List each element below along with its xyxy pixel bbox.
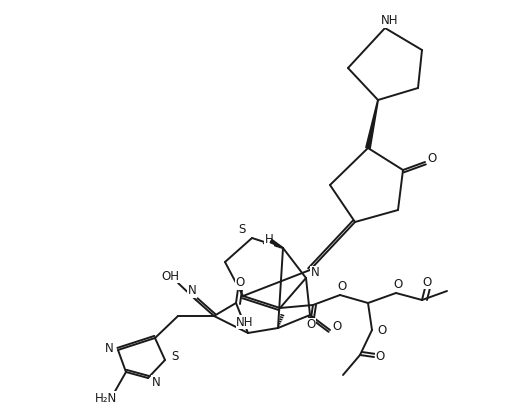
Text: O: O xyxy=(422,275,431,289)
Text: N: N xyxy=(310,267,319,280)
Text: O: O xyxy=(375,349,384,362)
Polygon shape xyxy=(270,240,283,248)
Text: NH: NH xyxy=(236,315,253,329)
Text: O: O xyxy=(332,320,341,334)
Text: OH: OH xyxy=(161,270,179,282)
Text: H: H xyxy=(264,233,273,247)
Text: O: O xyxy=(392,277,402,290)
Text: S: S xyxy=(171,349,178,362)
Text: O: O xyxy=(306,319,315,332)
Text: O: O xyxy=(235,277,244,290)
Text: O: O xyxy=(427,153,436,166)
Text: N: N xyxy=(187,285,196,297)
Text: N: N xyxy=(152,376,160,389)
Text: N: N xyxy=(105,342,113,354)
Polygon shape xyxy=(365,100,378,149)
Text: O: O xyxy=(337,280,346,292)
Text: NH: NH xyxy=(380,15,398,27)
Text: O: O xyxy=(377,324,386,337)
Text: H₂N: H₂N xyxy=(94,391,117,404)
Text: S: S xyxy=(238,223,245,237)
